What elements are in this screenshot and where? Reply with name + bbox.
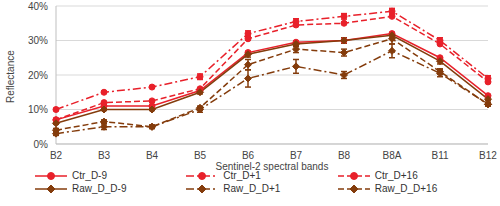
html-text:Raw_D_D+16: Raw_D_D+16 (374, 183, 438, 194)
svg-text:0%: 0% (34, 139, 49, 150)
html-text:Ctr_D+16: Ctr_D+16 (374, 170, 418, 181)
svg-text:B12: B12 (479, 150, 492, 161)
svg-text:10%: 10% (28, 104, 48, 115)
html-text:Ctr_D-9: Ctr_D-9 (72, 170, 107, 181)
svg-text:B4: B4 (146, 150, 159, 161)
svg-text:B11: B11 (431, 150, 448, 161)
svg-text:B7: B7 (290, 150, 303, 161)
svg-text:B8A: B8A (383, 150, 402, 161)
svg-text:B2: B2 (50, 150, 63, 161)
svg-text:40%: 40% (28, 1, 48, 12)
svg-text:B8: B8 (338, 150, 351, 161)
svg-text:30%: 30% (28, 35, 48, 46)
html-text:Raw_D_D+1: Raw_D_D+1 (223, 183, 281, 194)
svg-text:B5: B5 (194, 150, 207, 161)
svg-text:B6: B6 (242, 150, 255, 161)
svg-text:B3: B3 (98, 150, 111, 161)
html-text:Raw_D_D-9: Raw_D_D-9 (72, 183, 127, 194)
svg-text:Reflectance: Reflectance (8, 50, 16, 103)
svg-text:Sentinel-2 spectral bands: Sentinel-2 spectral bands (216, 161, 329, 172)
svg-text:20%: 20% (28, 70, 48, 81)
html-text:Ctr_D+1: Ctr_D+1 (223, 170, 261, 181)
